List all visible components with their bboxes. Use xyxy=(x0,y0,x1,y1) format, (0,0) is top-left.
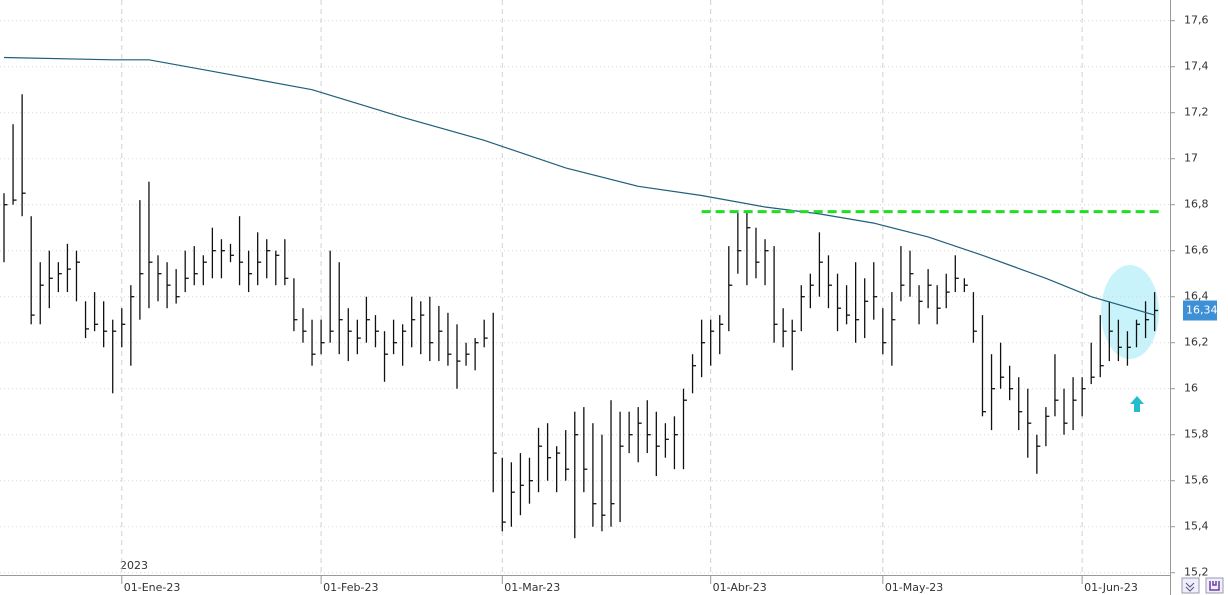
x-tick-label: 01-Ene-23 xyxy=(124,581,181,594)
y-tick-label: 17,6 xyxy=(1184,14,1209,27)
save-icon xyxy=(1209,581,1220,591)
x-tick-label: 01-Feb-23 xyxy=(323,581,378,594)
arrow-icon xyxy=(1130,396,1144,412)
y-tick-label: 16,4 xyxy=(1184,290,1209,303)
last-price-label: 16,34 xyxy=(1186,304,1218,317)
x-tick-label: 01-Abr-23 xyxy=(713,581,767,594)
y-tick-label: 15,4 xyxy=(1184,520,1209,533)
moving-average-line xyxy=(3,56,1155,316)
y-tick-label: 16,8 xyxy=(1184,198,1209,211)
y-tick-label: 16,6 xyxy=(1184,244,1209,257)
y-tick-label: 17 xyxy=(1184,152,1198,165)
y-tick-label: 16 xyxy=(1184,382,1198,395)
y-tick-label: 15,6 xyxy=(1184,474,1209,487)
x-tick-label: 01-Jun-23 xyxy=(1084,581,1138,594)
x-tick-label: 01-May-23 xyxy=(885,581,943,594)
collapse-icon xyxy=(1185,582,1195,592)
year-label: 2023 xyxy=(120,559,148,572)
last-price-tag xyxy=(1183,300,1217,321)
highlight-ellipse xyxy=(1101,265,1159,359)
y-tick-label: 17,2 xyxy=(1184,106,1209,119)
x-tick-label: 01-Mar-23 xyxy=(504,581,560,594)
y-tick-label: 16,2 xyxy=(1184,336,1209,349)
scroll-button[interactable] xyxy=(1181,577,1200,594)
y-tick-label: 17,4 xyxy=(1184,60,1209,73)
y-tick-label: 15,8 xyxy=(1184,428,1209,441)
y-tick-label: 15,2 xyxy=(1184,566,1209,579)
